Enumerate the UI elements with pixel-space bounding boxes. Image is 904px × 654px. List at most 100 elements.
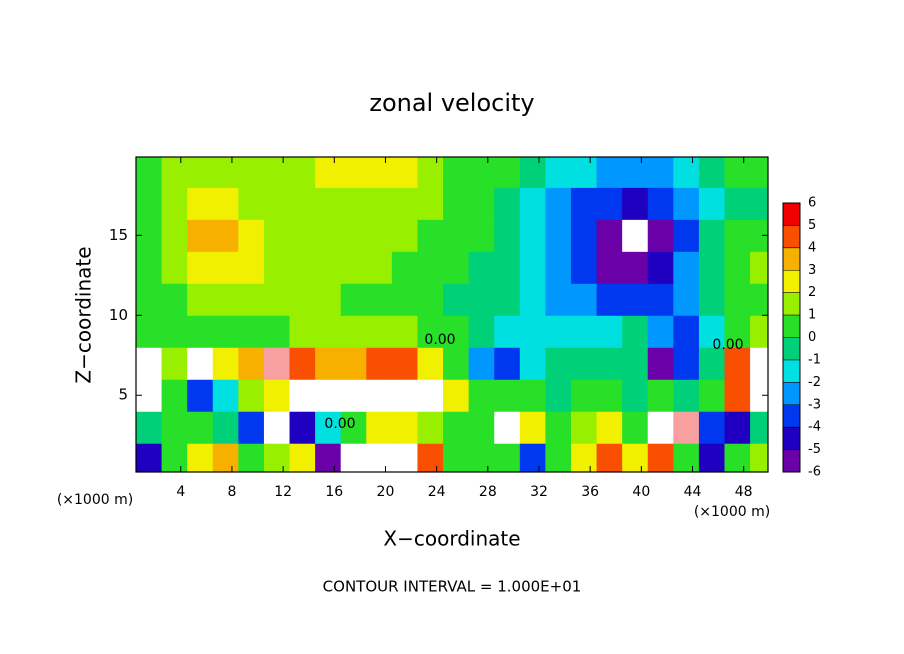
cell — [136, 187, 163, 220]
cell — [698, 443, 726, 472]
colorbar-label: -3 — [808, 397, 821, 412]
colorbar-label: 4 — [808, 240, 816, 255]
cell — [289, 283, 316, 316]
cell — [443, 315, 470, 348]
cell — [750, 283, 768, 316]
cell — [443, 187, 470, 220]
cell — [750, 315, 768, 348]
cell — [187, 411, 214, 444]
y-tick-label: 10 — [109, 306, 128, 324]
cell — [187, 187, 214, 220]
cell — [724, 219, 751, 252]
cell — [750, 443, 768, 472]
cell — [340, 283, 367, 316]
colorbar-band — [783, 337, 800, 360]
x-tick-label: 12 — [274, 484, 292, 500]
cell — [161, 251, 188, 284]
cell — [596, 283, 623, 316]
cell — [366, 315, 393, 348]
cell — [596, 347, 623, 380]
cell — [468, 157, 495, 188]
field — [136, 157, 768, 472]
cell — [187, 315, 214, 348]
cell — [570, 411, 598, 444]
cell — [315, 347, 342, 380]
cell — [596, 379, 623, 412]
cell — [417, 443, 444, 472]
colorbar-label: -2 — [808, 375, 821, 390]
cell — [545, 347, 572, 380]
cell — [622, 219, 649, 252]
colorbar-label: 0 — [808, 330, 816, 345]
contour-label: 0.00 — [324, 416, 355, 432]
cell — [136, 283, 163, 316]
cell — [596, 443, 623, 472]
cell — [545, 411, 572, 444]
cell — [698, 251, 726, 284]
cell — [263, 411, 291, 444]
cell — [468, 379, 495, 412]
cell — [289, 347, 316, 380]
cell — [263, 157, 291, 188]
cell — [340, 157, 367, 188]
x-axis-label: X−coordinate — [383, 527, 520, 551]
contour-label: 0.00 — [712, 337, 743, 353]
cell — [366, 347, 393, 380]
cell — [596, 187, 623, 220]
cell — [187, 283, 214, 316]
cell — [647, 347, 674, 380]
cell — [570, 187, 598, 220]
cell — [263, 379, 291, 412]
cell — [238, 251, 265, 284]
cell — [622, 347, 649, 380]
cell — [391, 187, 418, 220]
cell — [187, 219, 214, 252]
cell — [519, 411, 546, 444]
cell — [494, 251, 521, 284]
cell — [570, 219, 598, 252]
cell — [136, 315, 163, 348]
cell — [468, 347, 495, 380]
x-unit-label: (×1000 m) — [694, 504, 770, 520]
cell — [545, 251, 572, 284]
cell — [570, 315, 598, 348]
cell — [596, 251, 623, 284]
cell — [391, 315, 418, 348]
x-tick-label: 48 — [735, 484, 753, 500]
cell — [443, 379, 470, 412]
cell — [622, 187, 649, 220]
cell — [724, 379, 751, 412]
x-tick-label: 28 — [479, 484, 497, 500]
x-unit-label: (×1000 m) — [57, 492, 133, 508]
y-tick-label: 15 — [109, 226, 128, 244]
cell — [417, 219, 444, 252]
cell — [238, 347, 265, 380]
cell — [570, 283, 598, 316]
cell — [443, 157, 470, 188]
cell — [468, 187, 495, 220]
cell — [161, 411, 188, 444]
cell — [315, 379, 342, 412]
cell — [545, 283, 572, 316]
cell — [161, 187, 188, 220]
cell — [673, 283, 700, 316]
cell — [698, 379, 726, 412]
cell — [263, 347, 291, 380]
cell — [417, 379, 444, 412]
cell — [750, 347, 768, 380]
cell — [212, 251, 239, 284]
cell — [417, 157, 444, 188]
cell — [263, 283, 291, 316]
cell — [340, 187, 367, 220]
cell — [519, 219, 546, 252]
cell — [161, 283, 188, 316]
cell — [391, 219, 418, 252]
cell — [263, 251, 291, 284]
cell — [366, 443, 393, 472]
cell — [519, 315, 546, 348]
cell — [596, 219, 623, 252]
cell — [187, 157, 214, 188]
cell — [724, 251, 751, 284]
cell — [724, 411, 751, 444]
